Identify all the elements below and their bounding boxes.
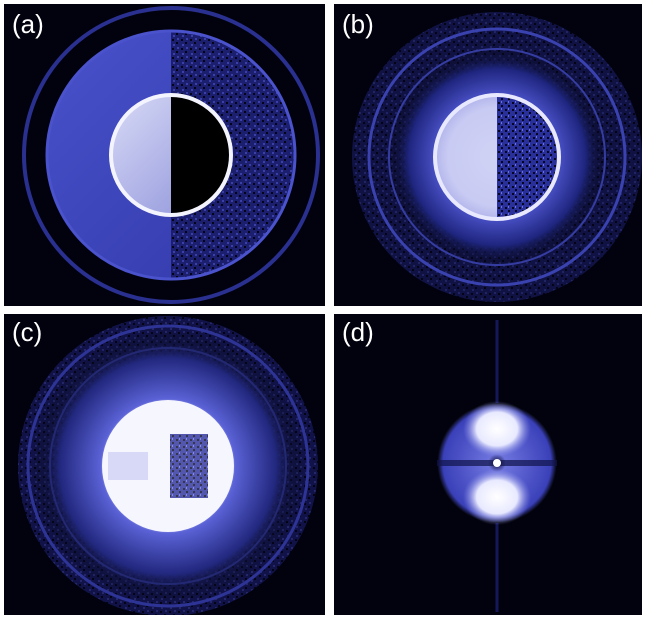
panel-label: (c) bbox=[12, 317, 42, 347]
panel-c: (c) bbox=[4, 314, 325, 616]
panel-label: (a) bbox=[12, 9, 44, 39]
panel-a: (a) bbox=[4, 4, 325, 306]
panel-label: (b) bbox=[342, 9, 374, 39]
figure: (a) (b) (c) bbox=[0, 0, 646, 619]
panel-b: (b) bbox=[334, 4, 642, 306]
panel-label: (d) bbox=[342, 317, 374, 347]
panel-d: (d) bbox=[334, 314, 642, 615]
